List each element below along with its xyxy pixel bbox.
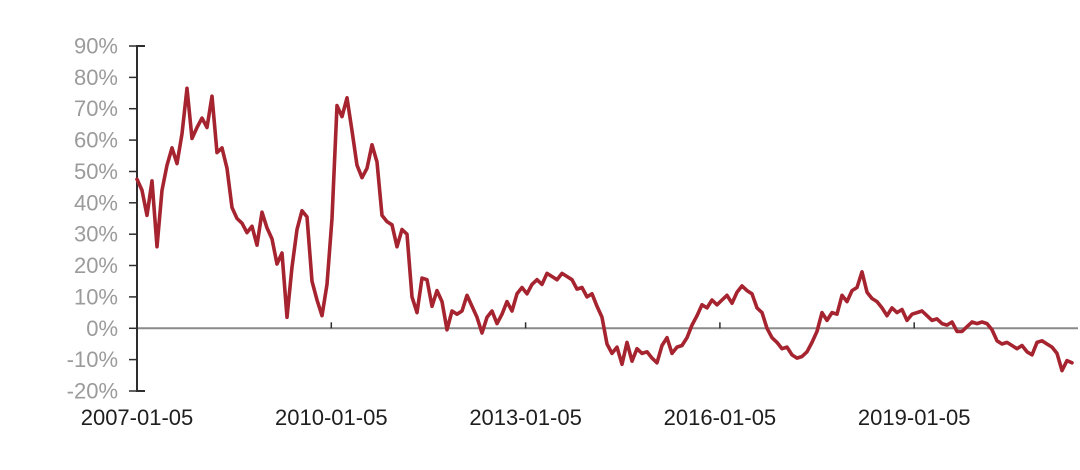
y-tick-label: -20% [67,379,118,404]
y-tick-label: 20% [74,253,118,278]
series-line [135,86,1074,373]
x-tick-label: 2007-01-05 [81,405,194,430]
y-tick-label: 90% [74,34,118,59]
x-tick-label: 2016-01-05 [664,405,777,430]
x-tick-label: 2019-01-05 [858,405,971,430]
x-tick-label: 2010-01-05 [275,405,388,430]
x-tick-label: 2013-01-05 [469,405,582,430]
y-tick-label: 50% [74,159,118,184]
yoy-percent-line-chart: 90% 80% 70% 60% 50% 40% 30% 20% 10% 0% -10% -20% 200… [40,16,1080,454]
series-layer [135,86,1074,373]
y-tick-label: 70% [74,96,118,121]
y-tick-label: 0% [86,316,118,341]
y-tick-label: 60% [74,128,118,153]
axis-layer: 90% 80% 70% 60% 50% 40% 30% 20% 10% 0% -10% -20%200… [67,34,1078,430]
y-tick-label: 80% [74,65,118,90]
chart-canvas: 90% 80% 70% 60% 50% 40% 30% 20% 10% 0% -10% -20%200… [67,34,1078,430]
y-tick-label: 40% [74,190,118,215]
y-tick-label: 10% [74,284,118,309]
y-tick-label: -10% [67,347,118,372]
y-tick-label: 30% [74,222,118,247]
